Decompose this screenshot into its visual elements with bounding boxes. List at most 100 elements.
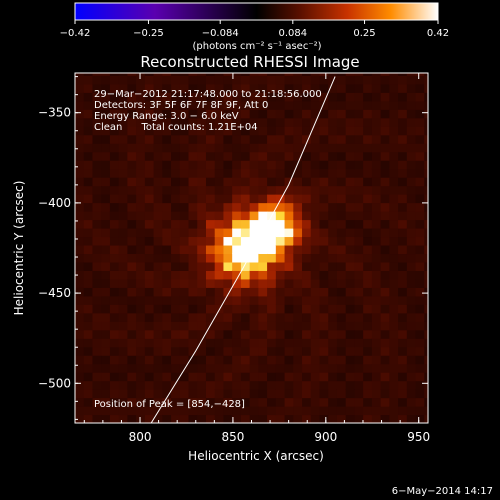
heatmap-cell	[380, 117, 390, 127]
heatmap-cell	[214, 109, 225, 119]
heatmap-cell	[415, 185, 425, 195]
heatmap-cell	[153, 75, 163, 85]
heatmap-cell	[101, 363, 111, 373]
heatmap-cell	[302, 312, 312, 322]
heatmap-cell	[118, 211, 128, 221]
heatmap-cell	[354, 100, 364, 110]
heatmap-cell	[398, 236, 408, 246]
heatmap-cell	[101, 346, 111, 356]
heatmap-cell	[336, 355, 347, 365]
heatmap-cell	[92, 117, 102, 127]
heatmap-cell	[345, 100, 356, 110]
heatmap-cell	[171, 329, 181, 339]
heatmap-cell	[284, 219, 294, 229]
heatmap-cell	[354, 219, 364, 229]
heatmap-cell	[214, 100, 225, 110]
heatmap-cell	[144, 143, 155, 153]
heatmap-cell	[319, 168, 329, 178]
heatmap-cell	[109, 134, 120, 144]
heatmap-cell	[171, 236, 181, 246]
heatmap-cell	[310, 227, 321, 238]
heatmap-cell	[424, 194, 428, 204]
heatmap-cell	[424, 414, 428, 423]
heatmap-cell	[171, 287, 181, 297]
heatmap-cell	[380, 219, 390, 229]
heatmap-cell	[310, 126, 321, 136]
heatmap-cell	[162, 168, 172, 178]
heatmap-cell	[380, 372, 390, 382]
heatmap-cell	[345, 363, 356, 373]
heatmap-cell	[153, 92, 163, 102]
heatmap-cell	[398, 92, 408, 102]
heatmap-cell	[336, 168, 347, 178]
heatmap-cell	[83, 253, 94, 263]
heatmap-cell	[101, 100, 111, 110]
heatmap-cell	[336, 219, 347, 229]
heatmap-cell	[345, 160, 356, 170]
heatmap-cell	[240, 414, 251, 423]
heatmap-cell	[92, 126, 102, 136]
heatmap-cell	[267, 295, 277, 305]
heatmap-cell	[406, 75, 417, 85]
heatmap-cell	[144, 244, 155, 255]
heatmap-cell	[267, 338, 277, 348]
heatmap-cell	[101, 287, 111, 297]
heatmap-cell	[319, 397, 329, 407]
heatmap-cell	[249, 202, 259, 212]
heatmap-cell	[398, 414, 408, 423]
heatmap-cell	[415, 177, 425, 187]
heatmap-cell	[354, 83, 364, 93]
heatmap-cell	[380, 202, 390, 212]
heatmap-cell	[92, 312, 102, 322]
heatmap-cell	[92, 278, 102, 288]
heatmap-cell	[345, 338, 356, 348]
heatmap-cell	[249, 177, 259, 187]
heatmap-cell	[293, 117, 303, 127]
heatmap-cell	[214, 278, 225, 288]
heatmap-cell	[380, 295, 390, 305]
heatmap-cell	[424, 372, 428, 382]
heatmap-cell	[179, 346, 190, 356]
heatmap-cell	[188, 177, 198, 187]
heatmap-cell	[319, 372, 329, 382]
heatmap-cell	[371, 380, 382, 390]
heatmap-cell	[371, 244, 382, 255]
heatmap-cell	[197, 160, 207, 170]
heatmap-cell	[284, 117, 294, 127]
heatmap-cell	[371, 312, 382, 322]
heatmap-cell	[171, 295, 181, 305]
heatmap-cell	[101, 270, 111, 280]
heatmap-cell	[398, 100, 408, 110]
heatmap-cell	[171, 202, 181, 212]
heatmap-cell	[214, 295, 225, 305]
heatmap-cell	[424, 168, 428, 178]
heatmap-cell	[380, 355, 390, 365]
heatmap-cell	[267, 117, 277, 127]
heatmap-cell	[232, 414, 242, 423]
heatmap-cell	[319, 73, 329, 76]
heatmap-cell	[380, 73, 390, 76]
heatmap-cell	[336, 73, 347, 76]
heatmap-cell	[223, 389, 233, 399]
heatmap-cell	[232, 312, 242, 322]
heatmap-cell	[240, 219, 251, 229]
heatmap-cell	[302, 236, 312, 246]
heatmap-cell	[336, 321, 347, 331]
heatmap-cell	[205, 177, 216, 187]
heatmap-cell	[345, 295, 356, 305]
heatmap-cell	[249, 414, 259, 423]
heatmap-cell	[171, 211, 181, 221]
heatmap-cell	[275, 83, 286, 93]
heatmap-cell	[267, 363, 277, 373]
heatmap-cell	[258, 261, 268, 271]
heatmap-cell	[92, 177, 102, 187]
heatmap-cell	[249, 126, 259, 136]
heatmap-cell	[302, 278, 312, 288]
heatmap-cell	[214, 219, 225, 229]
heatmap-cell	[389, 177, 399, 187]
heatmap-cell	[205, 287, 216, 297]
heatmap-cell	[398, 109, 408, 119]
heatmap-cell	[319, 287, 329, 297]
annotations: 29−Mar−2012 21:17:48.000 to 21:18:56.000…	[94, 89, 322, 410]
